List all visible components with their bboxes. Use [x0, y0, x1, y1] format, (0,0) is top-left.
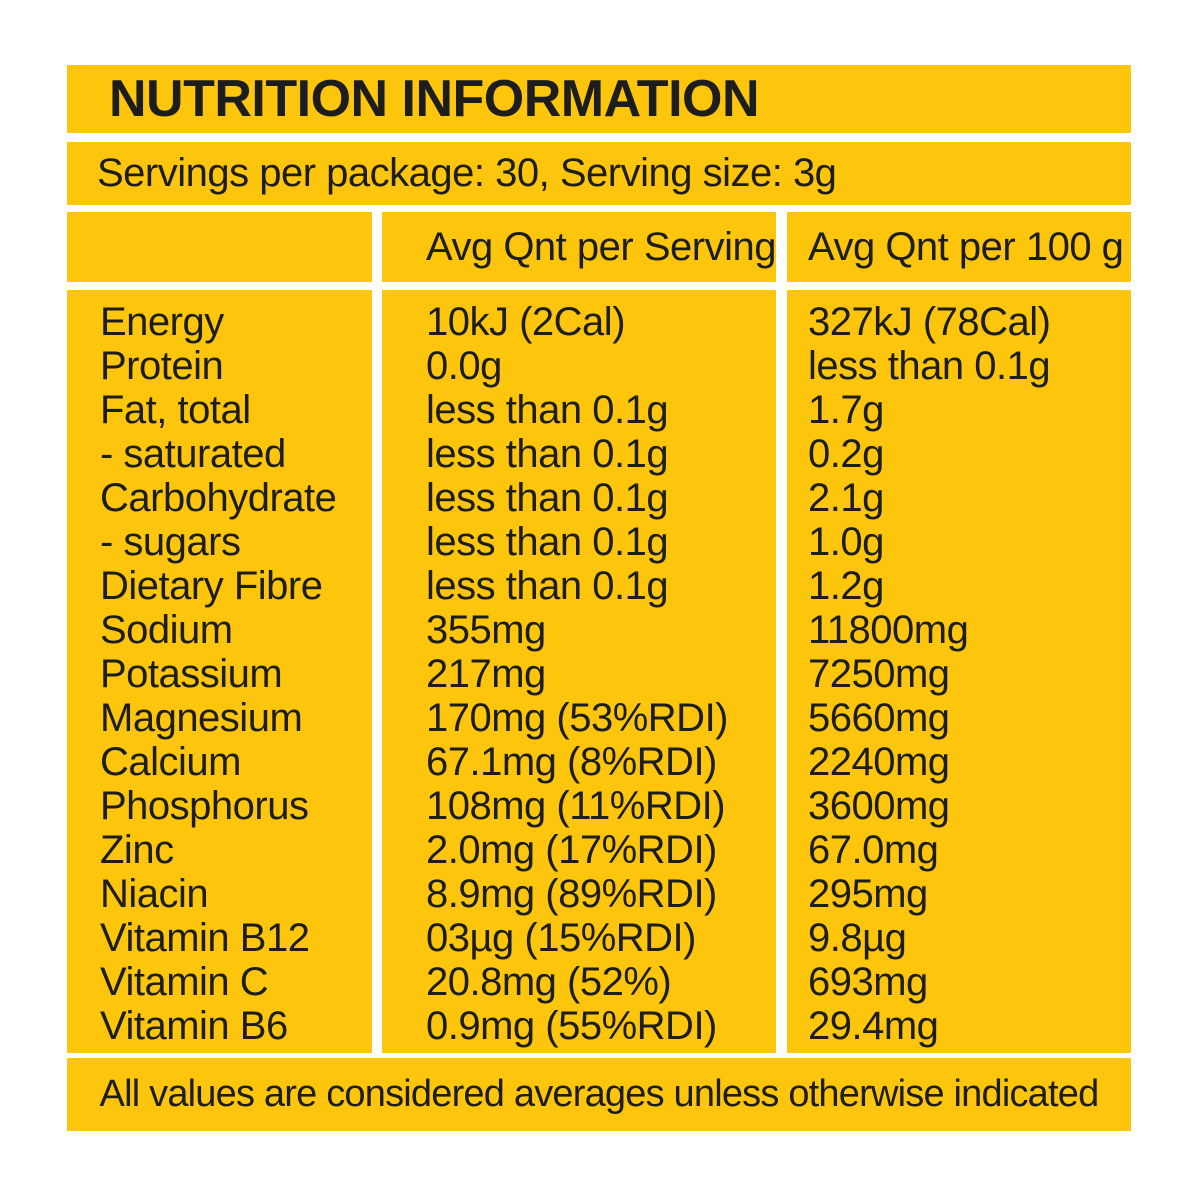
table-body: Energy Protein Fat, total - saturated Carboh…	[67, 290, 1131, 1053]
column-divider	[776, 212, 787, 282]
nutrient-name: Potassium	[100, 652, 283, 696]
column-divider	[776, 290, 787, 1053]
value-per-serving: less than 0.1g	[426, 476, 669, 520]
value-per-100g: 0.2g	[808, 432, 884, 476]
value-per-serving: 67.1mg (8%RDI)	[426, 740, 717, 784]
nutrient-name: Fat, total	[100, 388, 251, 432]
value-per-serving: 0.0g	[426, 344, 502, 388]
nutrient-name: Dietary Fibre	[100, 564, 323, 608]
value-per-serving: 355mg	[426, 608, 546, 652]
column-divider	[372, 212, 382, 282]
header-cell-nutrient	[67, 212, 372, 282]
value-per-100g: 2240mg	[808, 740, 950, 784]
value-per-100g: less than 0.1g	[808, 344, 1051, 388]
value-per-100g: 7250mg	[808, 652, 950, 696]
value-per-100g: 9.8µg	[808, 916, 907, 960]
value-per-100g: 5660mg	[808, 696, 950, 740]
per-serving-column: 10kJ (2Cal) 0.0g less than 0.1g less than 0…	[382, 290, 776, 1053]
servings-line: Servings per package: 30, Serving size: …	[67, 142, 1131, 205]
value-per-100g: 3600mg	[808, 784, 950, 828]
value-per-serving: 170mg (53%RDI)	[426, 696, 729, 740]
value-per-serving: 10kJ (2Cal)	[426, 300, 626, 344]
value-per-100g: 2.1g	[808, 476, 884, 520]
value-per-100g: 11800mg	[808, 608, 969, 652]
value-per-100g: 29.4mg	[808, 1004, 939, 1048]
nutrient-name: Energy	[100, 300, 224, 344]
nutrient-name: Carbohydrate	[100, 476, 337, 520]
value-per-100g: 1.7g	[808, 388, 884, 432]
nutrient-name: Vitamin B6	[100, 1004, 288, 1048]
nutrient-name-column: Energy Protein Fat, total - saturated Carboh…	[67, 290, 372, 1053]
column-divider	[372, 290, 382, 1053]
nutrient-name: Magnesium	[100, 696, 303, 740]
table-header-row: Avg Qnt per Serving Avg Qnt per 100 g	[67, 212, 1131, 282]
value-per-serving: 20.8mg (52%)	[426, 960, 672, 1004]
value-per-100g: 327kJ (78Cal)	[808, 300, 1051, 344]
header-cell-per-serving: Avg Qnt per Serving	[382, 212, 776, 282]
value-per-serving: less than 0.1g	[426, 564, 669, 608]
value-per-serving: 0.9mg (55%RDI)	[426, 1004, 717, 1048]
value-per-serving: less than 0.1g	[426, 388, 669, 432]
per-100g-column: 327kJ (78Cal) less than 0.1g 1.7g 0.2g 2.1g 1…	[787, 290, 1131, 1053]
page-title: NUTRITION INFORMATION	[109, 70, 760, 128]
value-per-100g: 1.0g	[808, 520, 884, 564]
value-per-100g: 295mg	[808, 872, 928, 916]
value-per-serving: 108mg (11%RDI)	[426, 784, 726, 828]
nutrition-label-panel: NUTRITION INFORMATION Servings per packa…	[67, 65, 1131, 1131]
nutrient-name: Zinc	[100, 828, 174, 872]
nutrient-name: Niacin	[100, 872, 209, 916]
nutrient-name: Vitamin C	[100, 960, 269, 1004]
nutrient-name: Sodium	[100, 608, 233, 652]
value-per-serving: 217mg	[426, 652, 546, 696]
footer-note: All values are considered averages unles…	[67, 1058, 1131, 1131]
header-cell-per-100g: Avg Qnt per 100 g	[787, 212, 1131, 282]
nutrient-name: Protein	[100, 344, 224, 388]
value-per-serving: less than 0.1g	[426, 520, 669, 564]
value-per-serving: 2.0mg (17%RDI)	[426, 828, 717, 872]
nutrient-name: - saturated	[100, 432, 286, 476]
nutrient-name: Vitamin B12	[100, 916, 310, 960]
value-per-100g: 693mg	[808, 960, 928, 1004]
nutrient-name: Phosphorus	[100, 784, 309, 828]
title-block: NUTRITION INFORMATION	[67, 65, 1131, 133]
value-per-serving: 03µg (15%RDI)	[426, 916, 696, 960]
value-per-serving: 8.9mg (89%RDI)	[426, 872, 717, 916]
value-per-100g: 1.2g	[808, 564, 884, 608]
nutrient-name: - sugars	[100, 520, 241, 564]
nutrient-name: Calcium	[100, 740, 241, 784]
value-per-100g: 67.0mg	[808, 828, 939, 872]
value-per-serving: less than 0.1g	[426, 432, 669, 476]
